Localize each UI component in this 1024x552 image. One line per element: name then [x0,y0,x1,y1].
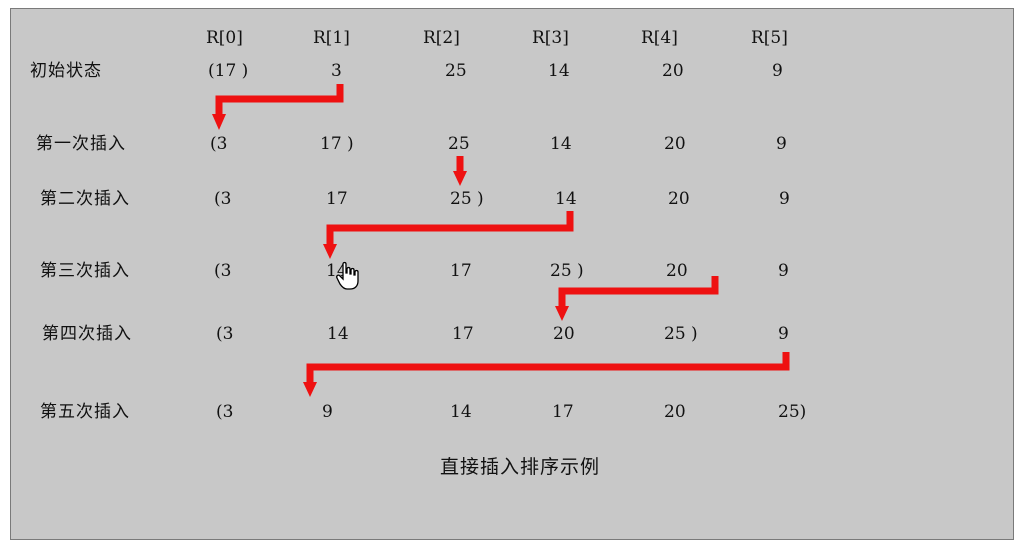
cell: 9 [776,134,787,154]
cell: (3 [214,189,232,209]
cell: (3 [216,402,234,422]
cell: 9 [778,324,789,344]
cell: (3 [216,324,234,344]
cell: 25 [448,134,470,154]
cell: 25 ) [664,324,698,344]
cell: 14 [555,189,577,209]
cell: 20 [664,402,686,422]
cell: 14 [548,61,570,81]
cell: 9 [779,189,790,209]
diagram-caption: 直接插入排序示例 [440,456,601,478]
cell: 17 [326,189,348,209]
header-r2: R[2] [423,28,460,48]
cell: 25) [778,402,807,422]
cell: 17 ) [320,134,354,154]
cell: 14 [327,324,349,344]
row-label-pass-4: 第四次插入 [42,324,132,344]
cell: 14 [450,402,472,422]
cell: 20 [662,61,684,81]
row-label-pass-5: 第五次插入 [40,402,130,422]
cell: (3 [210,134,228,154]
header-r1: R[1] [313,28,350,48]
cell: 9 [778,261,789,281]
cell: 25 ) [450,189,484,209]
cell: (3 [214,261,232,281]
cell: 14 [550,134,572,154]
cell: 25 ) [550,261,584,281]
header-r4: R[4] [641,28,678,48]
cell: 3 [331,61,342,81]
row-label-pass-3: 第三次插入 [40,261,130,281]
cell: 9 [322,402,333,422]
cell: 14 [326,261,348,281]
cell: 20 [553,324,575,344]
header-r3: R[3] [532,28,569,48]
cell: 20 [666,261,688,281]
row-label-initial: 初始状态 [30,61,102,81]
cell: (17 ) [208,61,249,81]
diagram-frame [10,8,1014,540]
cell: 17 [452,324,474,344]
cell: 17 [450,261,472,281]
cell: 20 [664,134,686,154]
cell: 9 [772,61,783,81]
cell: 17 [552,402,574,422]
row-label-pass-1: 第一次插入 [36,134,126,154]
header-r5: R[5] [751,28,788,48]
cell: 25 [445,61,467,81]
cell: 20 [668,189,690,209]
row-label-pass-2: 第二次插入 [40,189,130,209]
header-r0: R[0] [206,28,243,48]
